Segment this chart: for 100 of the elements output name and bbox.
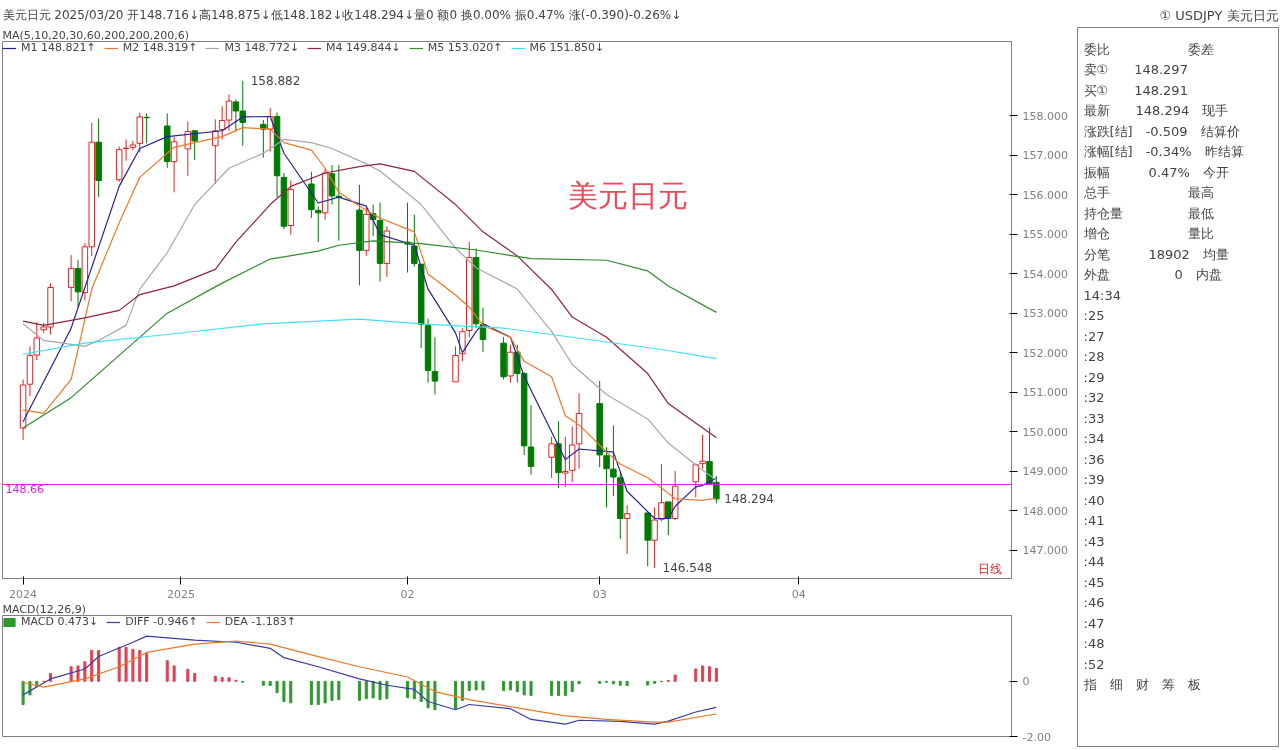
bar	[309, 680, 313, 706]
bar	[316, 680, 320, 706]
candlestick	[507, 344, 514, 384]
text: :28	[1083, 349, 1105, 364]
y-tick-label: 156.000	[1022, 188, 1068, 202]
bar	[138, 650, 142, 682]
bar	[563, 680, 567, 696]
bar	[330, 680, 334, 701]
text: 分笔 18902 均量	[1083, 246, 1229, 262]
text: :45	[1083, 574, 1105, 590]
bar	[529, 680, 533, 696]
bar	[611, 680, 615, 685]
bar	[124, 646, 128, 682]
candlestick	[665, 501, 672, 536]
candlestick	[623, 504, 631, 555]
text: 振幅 0.47% 今开	[1083, 164, 1229, 180]
candlestick	[191, 130, 198, 161]
candlestick	[212, 118, 219, 185]
bar	[508, 680, 512, 691]
legend-label: M4 149.844↓	[326, 41, 401, 54]
text: :36	[1083, 451, 1105, 467]
bar	[405, 680, 409, 699]
text: 涨幅[结] -0.34% 昨结算	[1083, 144, 1244, 159]
bar	[577, 680, 581, 685]
bar	[289, 680, 293, 704]
text: :43	[1083, 533, 1105, 549]
bar	[673, 674, 677, 682]
legend-label: MACD 0.473↓	[21, 615, 99, 628]
legend-label: M2 148.319↑	[122, 41, 198, 54]
bar	[412, 680, 416, 700]
bar	[337, 680, 341, 701]
bar	[275, 680, 279, 694]
text: :40	[1083, 492, 1105, 508]
legend-label: M5 153.020↑	[427, 41, 503, 54]
text: :34	[1083, 431, 1105, 446]
x-tick-label: 04	[791, 587, 806, 601]
annotation: 日线	[977, 561, 1002, 576]
y-tick-label: -2.00	[1022, 730, 1051, 744]
bar	[220, 677, 224, 682]
bar	[172, 665, 176, 682]
bar	[515, 680, 519, 693]
annotation: 美元日元	[567, 178, 688, 214]
text: 总手 最高	[1082, 185, 1214, 200]
bar	[570, 680, 574, 693]
y-tick-label: 158.000	[1022, 109, 1068, 123]
y-tick-label: 157.000	[1022, 149, 1068, 163]
line-series	[22, 318, 717, 360]
y-tick-label: 154.000	[1022, 267, 1068, 281]
y-tick-label: 151.000	[1022, 386, 1068, 400]
bar	[186, 668, 190, 682]
bar	[550, 680, 554, 696]
line-series	[22, 240, 717, 429]
bar	[378, 680, 382, 701]
text: :32	[1083, 390, 1105, 405]
candlestick	[527, 404, 535, 476]
bar	[131, 648, 135, 682]
y-tick-label: 155.000	[1022, 228, 1068, 242]
bar	[714, 667, 718, 682]
text: :39	[1083, 472, 1105, 487]
text: :33	[1083, 410, 1105, 426]
bar	[268, 680, 272, 687]
bar	[364, 680, 368, 700]
text: 委比 委差	[1083, 41, 1214, 57]
candlestick	[260, 119, 267, 159]
bar	[474, 680, 478, 691]
y-tick-label: 0	[1022, 675, 1030, 689]
bar	[145, 653, 149, 682]
bar	[453, 680, 458, 710]
text: :44	[1083, 554, 1105, 569]
annotation: 146.548	[662, 561, 713, 576]
bar	[502, 680, 506, 691]
legend-label: DIFF -0.946↑	[125, 615, 198, 628]
text: 指 细 财 筹 板	[1082, 677, 1201, 692]
bar	[97, 650, 101, 682]
candlestick	[699, 434, 706, 470]
candlestick	[431, 336, 439, 395]
text: ① USDJPY 美元日元	[1159, 7, 1279, 23]
bar	[227, 677, 231, 682]
legend-label: DEA -1.183↑	[224, 615, 296, 628]
annotation: 148.294	[724, 492, 774, 507]
bar	[193, 672, 197, 682]
bar	[21, 680, 25, 706]
y-tick-label: 149.000	[1022, 465, 1068, 479]
x-tick-label: 03	[592, 587, 607, 601]
legend-title: MA(5,10,20,30,60,200,200,200,6)	[2, 28, 190, 42]
text: :25	[1083, 308, 1105, 323]
y-tick-label: 152.000	[1022, 346, 1068, 360]
text: :52	[1083, 656, 1105, 672]
bar	[467, 680, 471, 691]
legend-label: M3 148.772↓	[224, 41, 300, 54]
y-tick-label: 153.000	[1022, 307, 1068, 321]
bar	[707, 666, 712, 682]
candlestick	[184, 121, 192, 177]
candlestick	[562, 436, 569, 488]
bar	[433, 680, 437, 711]
text: :48	[1083, 636, 1105, 651]
candlestick	[74, 259, 82, 308]
text: 增仓 量比	[1082, 226, 1214, 241]
candlestick	[548, 436, 555, 479]
candlestick	[67, 254, 75, 302]
